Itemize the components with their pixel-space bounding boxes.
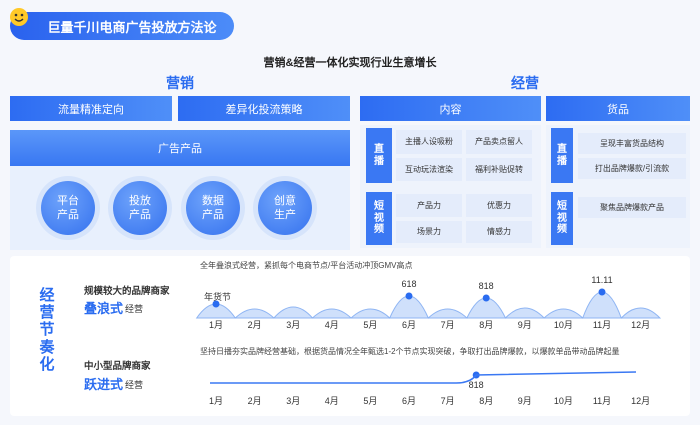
tab: 流量精准定向 bbox=[10, 96, 172, 121]
product-circle: 投放产品 bbox=[113, 181, 167, 235]
channel-label: 短视频 bbox=[551, 192, 573, 245]
month-label: 3月 bbox=[286, 320, 300, 330]
wave bbox=[195, 291, 662, 319]
channel-text: 短视频 bbox=[557, 201, 567, 236]
mode-suffix: 经营 bbox=[125, 304, 144, 314]
event-label: 818 bbox=[469, 380, 484, 390]
mode-label: 叠浪式 bbox=[84, 301, 124, 316]
section-title: 营销 bbox=[166, 75, 194, 91]
month-label: 9月 bbox=[518, 396, 532, 406]
item: 优惠力 bbox=[466, 194, 532, 217]
channel-text: 短视频 bbox=[374, 201, 384, 236]
merchant-label: 规模较大的品牌商家 bbox=[84, 286, 170, 297]
tab: 货品 bbox=[546, 96, 690, 121]
mode-suffix: 经营 bbox=[125, 380, 144, 390]
month-label: 5月 bbox=[363, 320, 377, 330]
event-label: 年货节 bbox=[204, 291, 231, 302]
merchant-label: 中小型品牌商家 bbox=[84, 361, 151, 372]
item: 聚焦品牌爆款产品 bbox=[578, 197, 686, 218]
note: 坚持日播夯实品牌经营基础，根据货品情况全年甄选1-2个节点实现突破，争取打出品牌… bbox=[200, 347, 620, 356]
subtitle: 营销&经营一体化实现行业生意增长 bbox=[263, 57, 437, 69]
event-dot bbox=[405, 292, 413, 300]
event-label: 618 bbox=[401, 279, 416, 289]
month-label: 1月 bbox=[209, 320, 223, 330]
item: 打出品牌爆款/引流款 bbox=[578, 158, 686, 179]
month-label: 12月 bbox=[631, 396, 650, 406]
month-label: 8月 bbox=[479, 396, 493, 406]
month-label: 4月 bbox=[325, 320, 339, 330]
month-label: 11月 bbox=[593, 396, 611, 406]
month-label: 8月 bbox=[479, 320, 493, 330]
product-circle: 创意生产 bbox=[258, 181, 312, 235]
month-label: 10月 bbox=[554, 320, 573, 330]
month-label: 12月 bbox=[631, 320, 650, 330]
product-circle: 数据产品 bbox=[186, 181, 240, 235]
channel-text: 直播 bbox=[374, 144, 384, 167]
month-label: 3月 bbox=[286, 396, 300, 406]
item: 互动玩法渲染 bbox=[396, 157, 462, 181]
month-label: 4月 bbox=[325, 396, 339, 406]
event-label: 818 bbox=[479, 281, 494, 291]
product-header: 广告产品 bbox=[10, 130, 350, 166]
item: 场景力 bbox=[396, 220, 462, 243]
month-label: 7月 bbox=[441, 396, 455, 406]
item: 福利补贴促转 bbox=[466, 157, 532, 181]
item: 主播人设吸粉 bbox=[396, 130, 462, 154]
month-label: 11月 bbox=[593, 320, 611, 330]
rhythm-panel bbox=[10, 256, 690, 416]
rhythm-title: 经营节奏化 bbox=[39, 286, 55, 373]
month-label: 1月 bbox=[209, 396, 223, 406]
channel-label: 直播 bbox=[551, 128, 573, 183]
item: 呈现丰富货品结构 bbox=[578, 133, 686, 154]
logo-icon bbox=[10, 8, 28, 26]
event-dot bbox=[212, 300, 220, 308]
product-circle: 平台产品 bbox=[41, 181, 95, 235]
section-title: 经营 bbox=[511, 75, 539, 91]
month-label: 7月 bbox=[441, 320, 455, 330]
header-pill: 巨量千川电商广告投放方法论 bbox=[10, 12, 234, 40]
month-label: 6月 bbox=[402, 320, 416, 330]
channel-text: 直播 bbox=[557, 144, 567, 167]
note: 全年叠浪式经营，紧抓每个电商节点/平台活动冲顶GMV高点 bbox=[200, 261, 413, 270]
month-label: 10月 bbox=[554, 396, 573, 406]
month-label: 5月 bbox=[363, 396, 377, 406]
month-label: 6月 bbox=[402, 396, 416, 406]
header-title: 巨量千川电商广告投放方法论 bbox=[47, 19, 217, 35]
month-label: 2月 bbox=[248, 320, 262, 330]
mode-label: 跃进式 bbox=[84, 377, 124, 392]
event-dot bbox=[482, 294, 490, 302]
item: 产品卖点留人 bbox=[466, 130, 532, 154]
month-label: 2月 bbox=[248, 396, 262, 406]
item: 产品力 bbox=[396, 194, 462, 217]
event-dot bbox=[598, 288, 606, 296]
channel-label: 短视频 bbox=[366, 192, 392, 245]
month-label: 9月 bbox=[518, 320, 532, 330]
tab: 差异化投流策略 bbox=[178, 96, 350, 121]
tab: 内容 bbox=[360, 96, 541, 121]
growth-line bbox=[210, 371, 637, 384]
item: 情感力 bbox=[466, 220, 532, 243]
event-label: 11.11 bbox=[591, 275, 612, 285]
channel-label: 直播 bbox=[366, 128, 392, 183]
